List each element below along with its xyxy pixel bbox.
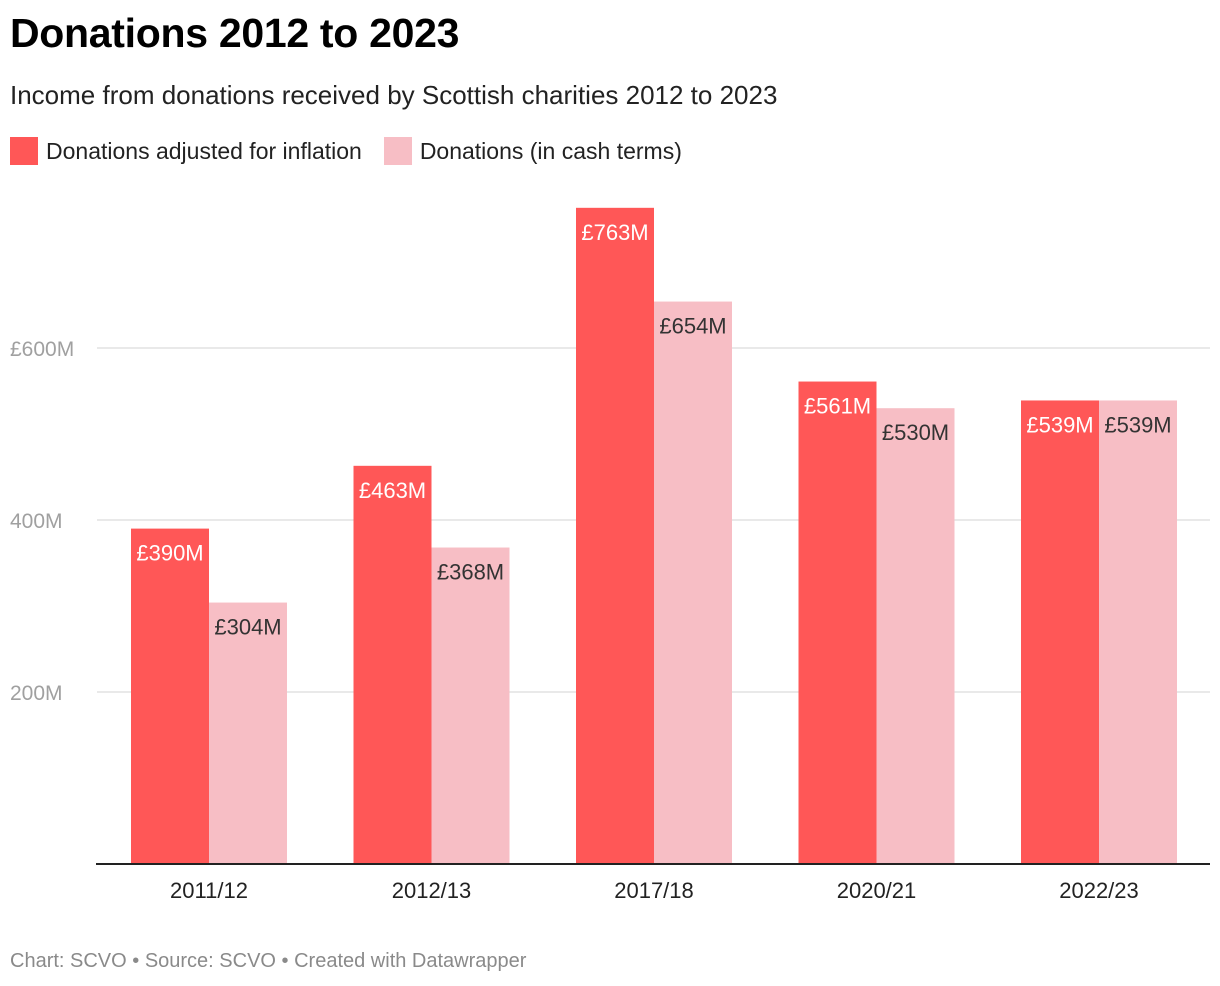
bar-inflation-adjusted-2017-18 bbox=[576, 207, 654, 864]
chart-title: Donations 2012 to 2023 bbox=[10, 10, 460, 56]
bar-cash-terms-2020-21 bbox=[876, 408, 955, 864]
legend-swatch-inflation-adjusted bbox=[10, 137, 38, 165]
bar-cash-terms-2011-12 bbox=[209, 602, 287, 864]
chart-footer: Chart: SCVO • Source: SCVO • Created wit… bbox=[10, 950, 527, 972]
bar-cash-terms-2017-18 bbox=[654, 301, 732, 864]
data-label-inflation-adjusted-2012-13: £463M bbox=[359, 478, 426, 503]
data-label-cash-terms-2012-13: £368M bbox=[437, 560, 504, 585]
legend: Donations adjusted for inflation Donatio… bbox=[10, 137, 704, 165]
legend-label-inflation-adjusted: Donations adjusted for inflation bbox=[46, 137, 362, 164]
x-tick-label-2017-18: 2017/18 bbox=[614, 878, 694, 903]
legend-item-inflation-adjusted: Donations adjusted for inflation bbox=[10, 137, 362, 165]
x-tick-label-2022-23: 2022/23 bbox=[1059, 878, 1139, 903]
data-label-cash-terms-2017-18: £654M bbox=[659, 314, 726, 339]
bar-cash-terms-2012-13 bbox=[431, 547, 510, 864]
data-label-inflation-adjusted-2017-18: £763M bbox=[581, 220, 648, 245]
bar-inflation-adjusted-2012-13 bbox=[353, 465, 432, 864]
legend-item-cash-terms: Donations (in cash terms) bbox=[383, 137, 682, 165]
x-tick-label-2011-12: 2011/12 bbox=[170, 878, 248, 903]
y-tick-label-400: 400M bbox=[10, 510, 63, 533]
legend-label-cash-terms: Donations (in cash terms) bbox=[419, 137, 682, 164]
chart-subtitle: Income from donations received by Scotti… bbox=[10, 80, 778, 110]
x-tick-label-2020-21: 2020/21 bbox=[837, 878, 917, 903]
data-label-cash-terms-2020-21: £530M bbox=[882, 420, 949, 445]
y-tick-label-200: 200M bbox=[10, 682, 63, 705]
data-label-inflation-adjusted-2022-23: £539M bbox=[1026, 412, 1093, 437]
data-label-inflation-adjusted-2020-21: £561M bbox=[804, 394, 871, 419]
data-label-cash-terms-2011-12: £304M bbox=[214, 615, 281, 640]
bar-inflation-adjusted-2022-23 bbox=[1021, 400, 1099, 864]
data-label-cash-terms-2022-23: £539M bbox=[1104, 412, 1171, 437]
x-tick-label-2012-13: 2012/13 bbox=[392, 878, 472, 903]
data-label-inflation-adjusted-2011-12: £390M bbox=[136, 541, 203, 566]
y-tick-label-600: £600M bbox=[10, 338, 74, 361]
bar-cash-terms-2022-23 bbox=[1099, 400, 1177, 864]
bar-inflation-adjusted-2020-21 bbox=[798, 381, 877, 864]
bar-inflation-adjusted-2011-12 bbox=[131, 528, 209, 864]
legend-swatch-cash-terms bbox=[383, 137, 412, 165]
